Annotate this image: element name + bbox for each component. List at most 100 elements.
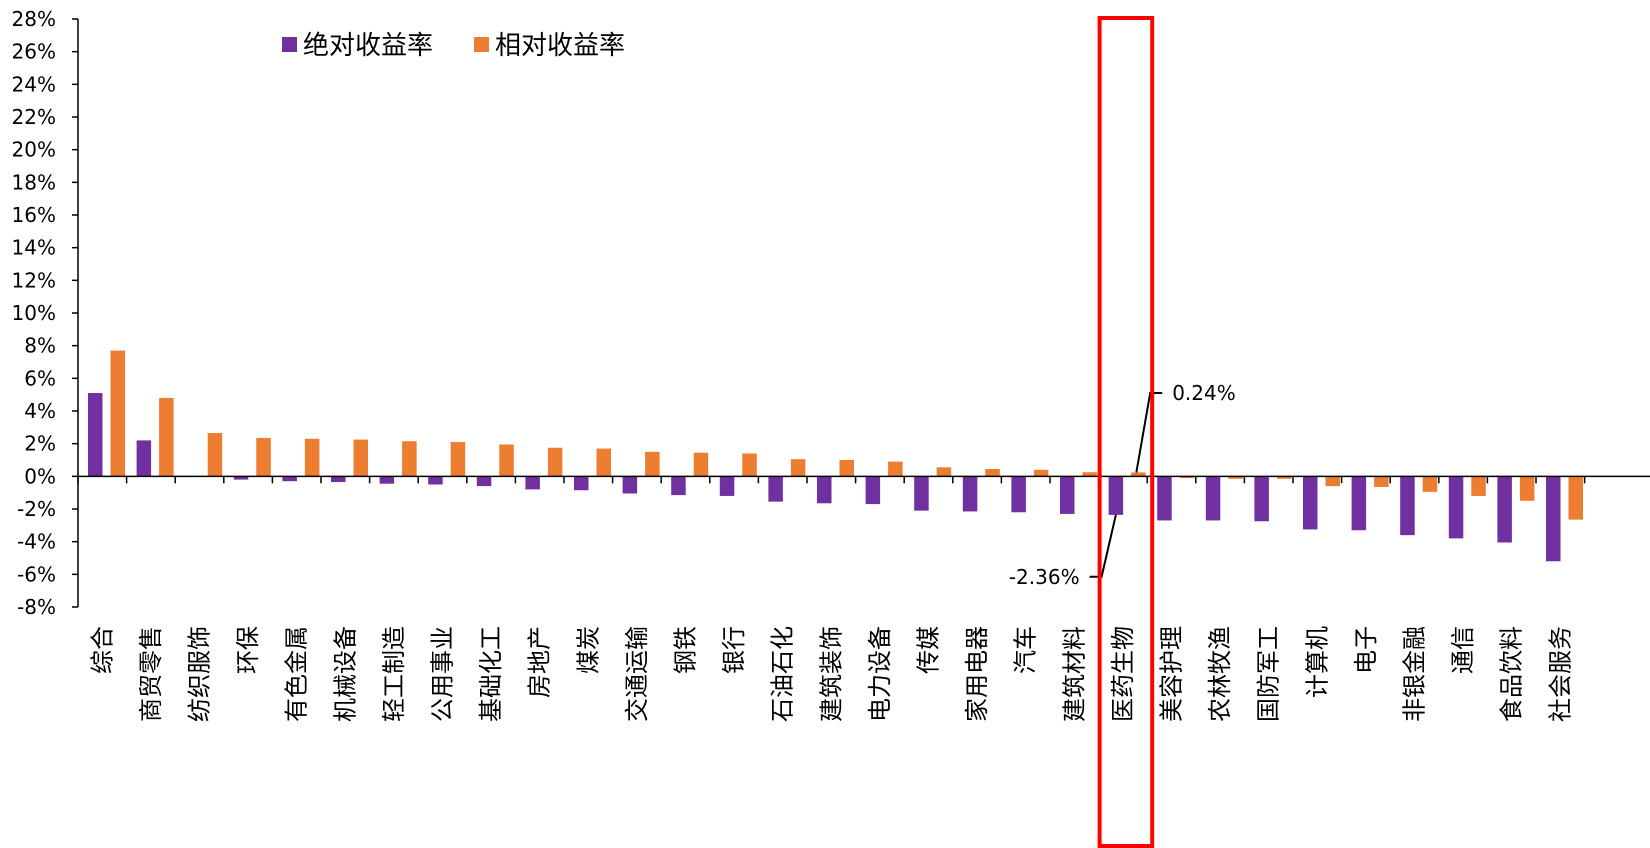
bar-absolute [1497,476,1512,543]
y-tick-label: 10% [12,301,56,325]
y-tick-label: 0% [24,464,56,488]
bar-relative [790,459,806,477]
bar-relative [402,441,417,477]
bar-relative [596,448,611,477]
bar-relative [1228,476,1243,479]
legend-swatch [282,37,297,52]
x-tick-label: 通信 [1449,626,1477,674]
bar-relative [1471,476,1486,496]
x-tick-label: 银行 [720,626,748,674]
x-tick-label: 交通运输 [623,626,651,722]
x-tick-label: 轻工制造 [380,626,408,722]
y-tick-label: -2% [17,497,56,521]
x-tick-label: 综合 [88,626,116,674]
x-tick-label: 美容护理 [1158,626,1186,722]
x-tick-label: 机械设备 [331,626,359,722]
x-tick-label: 社会服务 [1546,626,1574,722]
highlight-box [1097,16,1155,848]
bar-relative [110,350,125,477]
bar-relative [1519,476,1535,501]
y-tick-label: 24% [12,72,56,96]
x-tick-label: 公用事业 [429,626,457,722]
y-tick-label: 6% [24,366,56,390]
bar-absolute [865,476,881,505]
bar-relative [1033,469,1049,477]
x-tick-label: 有色金属 [283,626,311,722]
bar-relative [1131,472,1146,477]
bar-absolute [1448,476,1464,539]
bar-absolute [962,476,978,512]
x-tick-label: 环保 [234,626,262,674]
bar-relative [256,437,271,477]
bar-relative [450,442,466,477]
bar-relative [742,453,757,477]
x-tick-label: 非银金融 [1401,626,1429,722]
bar-absolute [1400,476,1415,536]
bar-absolute [671,476,686,496]
x-axis: 综合 商贸零售 纺织服饰 环保 有色金属 机械设备 轻工制造 公用事业 基础化工 房地产 煤炭 交通运… [77,475,1650,722]
bar-absolute [1546,476,1561,562]
bar-relative [499,444,514,477]
bar-absolute [428,476,443,485]
bar-absolute [574,476,589,491]
y-tick-label: 20% [12,138,56,162]
bar-relative [1082,472,1097,477]
bar-absolute [817,476,832,504]
bar-absolute [1108,476,1124,515]
bar-relative [304,438,320,477]
x-tick-label: 钢铁 [672,626,700,674]
x-tick-label: 汽车 [1012,626,1040,674]
annotations: 0.24% -2.36% [1009,381,1236,589]
bar-absolute [331,476,346,483]
bar-absolute [282,476,297,482]
bar-absolute [1157,476,1172,521]
y-tick-label: -6% [17,562,56,586]
y-tick-label: -8% [17,595,56,619]
bar-absolute [1254,476,1269,522]
legend-swatch [474,37,489,52]
legend-label: 绝对收益率 [303,31,433,61]
x-tick-label: 国防军工 [1255,626,1283,722]
bar-relative [1179,476,1195,478]
y-tick-label: 2% [24,432,56,456]
y-tick-label: 28% [12,7,56,31]
annotation-label-relative: 0.24% [1172,381,1236,405]
y-tick-label: 4% [24,399,56,423]
x-tick-label: 电力设备 [866,626,894,722]
x-tick-label: 建筑材料 [1060,626,1088,722]
x-tick-label: 房地产 [526,626,554,698]
y-tick-label: 18% [12,170,56,194]
y-tick-label: 16% [12,203,56,227]
bar-absolute [1303,476,1318,530]
bar-absolute [525,476,540,490]
bar-relative [207,433,223,477]
bar-relative [1276,476,1292,479]
bar-absolute [233,476,249,480]
bar-absolute [914,476,929,511]
bar-relative [985,468,1000,477]
bar-absolute [719,476,735,496]
bar-relative [693,452,709,477]
bar-absolute [1060,476,1075,514]
bar-absolute [136,440,152,477]
bar-absolute [1205,476,1221,521]
y-tick-label: 26% [12,40,56,64]
bar-relative [888,461,903,477]
x-tick-label: 纺织服饰 [186,626,214,722]
x-tick-label: 食品饮料 [1498,626,1526,722]
bar-relative [353,439,368,477]
bar-relative [1568,476,1583,520]
bar-relative [159,397,174,477]
x-tick-label: 商贸零售 [137,626,165,722]
y-axis: -8% -6% -4% -2% 0% 2% 4% 6% 8% 10% 12% 14% 16% 18% 20%… [12,7,79,619]
bar-absolute [379,476,395,484]
legend-label: 相对收益率 [495,31,625,61]
annotation-label-absolute: -2.36% [1009,565,1080,589]
y-tick-label: 14% [12,236,56,260]
bar-relative [1325,476,1340,487]
x-tick-label: 电子 [1352,626,1380,674]
bar-relative [1374,476,1389,487]
bar-relative [645,451,660,477]
bar-absolute [622,476,638,494]
